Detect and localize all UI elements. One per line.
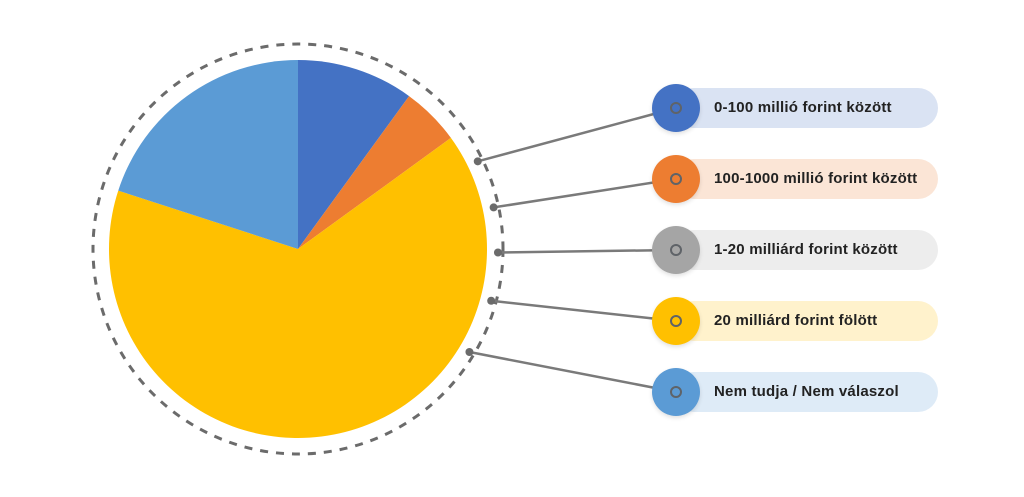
pie-slice-20-milliard-forint-folott	[108, 137, 487, 439]
legend-label: Nem tudja / Nem válaszol	[714, 383, 899, 400]
legend-pill	[674, 301, 938, 341]
legend-item-100-1000-millio-forint-kozott: 100-1000 millió forint között	[652, 155, 942, 203]
leader-anchor-dot	[473, 157, 482, 166]
legend-swatch	[652, 84, 700, 132]
pie-slice-0-100-millio-forint-kozott	[298, 60, 410, 249]
leader-anchor-dot	[487, 296, 496, 305]
legend-item-nem-tudja-nem-valaszol: Nem tudja / Nem válaszol	[652, 368, 942, 416]
legend-label: 0-100 millió forint között	[714, 99, 892, 116]
legend-pill	[674, 372, 938, 412]
legend-connector-ring	[670, 244, 682, 256]
legend-item-20-milliard-forint-folott: 20 milliárd forint fölött	[652, 297, 942, 345]
legend-swatch	[652, 155, 700, 203]
leader-line-0-100-millio-forint-kozott	[477, 106, 677, 163]
legend-pill	[674, 230, 938, 270]
legend-connector-ring	[670, 315, 682, 327]
leader-line-100-1000-millio-forint-kozott	[493, 177, 677, 209]
legend-item-1-20-milliard-forint-kozott: 1-20 milliárd forint között	[652, 226, 942, 274]
legend-swatch	[652, 226, 700, 274]
legend-swatch	[652, 297, 700, 345]
legend-label: 1-20 milliárd forint között	[714, 241, 898, 258]
dashed-outline-ring	[91, 42, 505, 456]
legend-pill	[674, 159, 938, 199]
legend-connector-ring	[670, 102, 682, 114]
leader-line-20-milliard-forint-folott	[491, 299, 677, 323]
legend-connector-ring	[670, 173, 682, 185]
pie-slice-nem-tudja-nem-valaszol	[118, 60, 298, 249]
leader-anchor-dot	[493, 248, 502, 257]
legend-label: 100-1000 millió forint között	[714, 170, 918, 187]
legend-connector-ring	[670, 386, 682, 398]
pie-slice-100-1000-millio-forint-kozott	[298, 96, 451, 249]
legend-label: 20 milliárd forint fölött	[714, 312, 878, 329]
legend-pill	[674, 88, 938, 128]
leader-line-1-20-milliard-forint-kozott	[497, 248, 677, 254]
leader-line-nem-tudja-nem-valaszol	[469, 350, 677, 394]
legend-item-0-100-millio-forint-kozott: 0-100 millió forint között	[652, 84, 942, 132]
leader-anchor-dot	[489, 203, 498, 212]
legend-swatch	[652, 368, 700, 416]
leader-anchor-dot	[465, 348, 474, 357]
